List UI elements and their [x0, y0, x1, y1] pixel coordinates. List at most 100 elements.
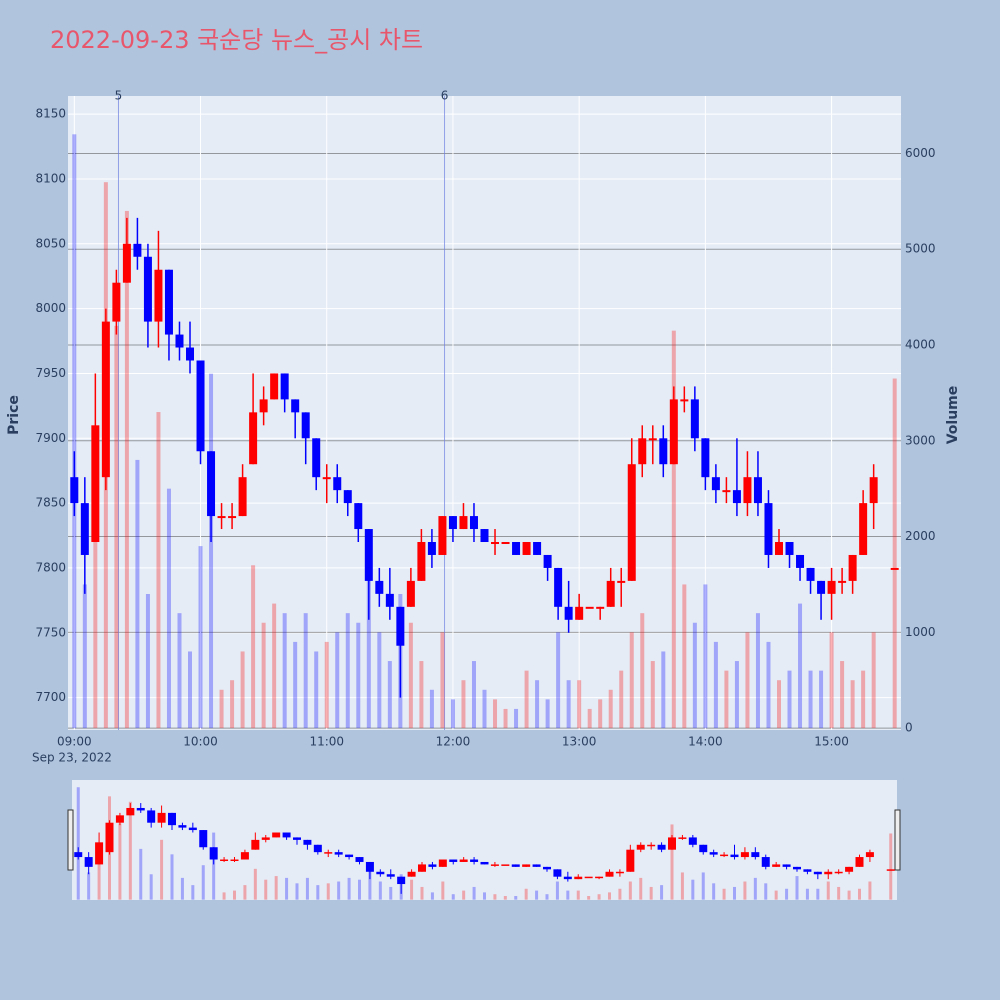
- mini-candle-body: [449, 859, 458, 862]
- volume-bar: [566, 680, 571, 729]
- volume-bar: [72, 134, 77, 729]
- volume-bar: [713, 641, 718, 729]
- mini-volume-bar: [264, 879, 268, 900]
- mini-volume-bar: [451, 894, 455, 900]
- candle-body: [711, 477, 720, 491]
- mini-candle-body: [886, 869, 895, 871]
- y2-tick-label: 6000: [905, 146, 936, 160]
- y2-axis-title: Volume: [945, 386, 961, 445]
- candle-body: [491, 542, 500, 545]
- x-tick-label: 12:00: [436, 735, 471, 749]
- mini-candle-body: [95, 842, 104, 865]
- mini-volume-bar: [764, 883, 768, 900]
- range-handle-left[interactable]: [67, 809, 74, 871]
- volume-bar: [850, 680, 855, 729]
- candle-body: [480, 529, 489, 543]
- candle-body: [564, 606, 573, 620]
- y2-tick-label: 1000: [905, 625, 936, 639]
- mini-volume-bar: [805, 888, 809, 900]
- candle-body: [259, 399, 268, 413]
- mini-volume-bar: [608, 892, 611, 900]
- candle-body: [270, 373, 279, 400]
- mini-volume-bar: [472, 886, 476, 900]
- volume-bar: [819, 670, 824, 729]
- range-handle-right[interactable]: [894, 809, 901, 871]
- candle-body: [890, 567, 899, 570]
- mini-volume-bar: [826, 881, 830, 900]
- candle-body: [522, 542, 531, 555]
- candle-body: [133, 243, 142, 257]
- candle-body: [501, 542, 510, 545]
- volume-bar: [577, 680, 582, 729]
- volume-bar: [545, 699, 550, 729]
- volume-bar: [766, 641, 771, 729]
- mini-candle-body: [511, 864, 520, 867]
- mini-volume-bar: [566, 890, 570, 900]
- mini-candle-body: [782, 864, 791, 867]
- volume-bar: [640, 613, 645, 729]
- y-tick-label: 8150: [35, 107, 66, 121]
- mini-volume-bar: [118, 823, 122, 900]
- candle-body: [301, 412, 310, 439]
- candle-body: [164, 269, 173, 335]
- mini-candle-body: [459, 859, 468, 862]
- mini-volume-bar: [712, 883, 716, 900]
- volume-bar: [871, 632, 876, 729]
- mini-volume-bar: [639, 877, 643, 900]
- volume-bar: [145, 594, 150, 729]
- volume-bar: [135, 459, 140, 729]
- y2-tick-label: 0: [905, 721, 913, 735]
- mini-candle-body: [532, 864, 541, 867]
- candle-body: [343, 490, 352, 504]
- chart-title: 2022-09-23 국순당 뉴스_공시 차트: [50, 26, 423, 54]
- volume-bar: [166, 488, 171, 729]
- mini-volume-bar: [295, 883, 299, 900]
- mini-candle-body: [376, 871, 385, 875]
- candle-body: [732, 490, 741, 504]
- candle-body: [648, 438, 657, 441]
- mini-candle-body: [730, 854, 739, 858]
- mini-candle-body: [615, 871, 624, 874]
- volume-bar: [356, 622, 361, 729]
- volume-bar: [377, 632, 382, 729]
- candle-body: [817, 580, 826, 594]
- mini-volume-bar: [774, 890, 778, 900]
- x-tick-label: 14:00: [688, 735, 723, 749]
- volume-bar: [461, 680, 466, 729]
- event-label: 5: [115, 89, 123, 103]
- volume-bar: [587, 708, 592, 729]
- mini-candle-body: [178, 825, 187, 828]
- mini-candle-body: [574, 876, 583, 880]
- candle-body: [364, 529, 373, 581]
- candle-body: [459, 516, 468, 530]
- mini-volume-bar: [701, 872, 705, 900]
- mini-candle-body: [293, 837, 301, 840]
- range-slider[interactable]: [72, 780, 897, 900]
- mini-volume-bar: [837, 886, 841, 900]
- mini-candle-body: [605, 871, 614, 877]
- candle-body: [280, 373, 289, 400]
- candle-body: [806, 567, 815, 581]
- mini-candle-body: [824, 871, 833, 875]
- mini-candle-body: [501, 864, 510, 866]
- volume-bar: [387, 661, 392, 729]
- mini-volume-bar: [514, 896, 518, 900]
- volume-bar: [408, 622, 413, 729]
- candle-body: [827, 580, 836, 594]
- mini-candle-body: [428, 864, 437, 867]
- volume-bar: [219, 689, 224, 729]
- volume-bar: [608, 689, 613, 729]
- mini-candle-body: [324, 852, 333, 854]
- y-tick-label: 8100: [35, 171, 66, 185]
- volume-bar: [93, 440, 98, 729]
- volume-bar: [503, 708, 508, 729]
- mini-volume-bar: [680, 872, 684, 900]
- mini-candle-body: [199, 830, 208, 848]
- mini-volume-bar: [555, 881, 559, 900]
- mini-volume-bar: [795, 876, 799, 900]
- mini-candle-body: [490, 864, 499, 866]
- mini-candle-body: [855, 857, 864, 867]
- volume-bar: [619, 670, 624, 729]
- mini-candle-body: [688, 837, 697, 845]
- x-tick-label: 10:00: [183, 735, 218, 749]
